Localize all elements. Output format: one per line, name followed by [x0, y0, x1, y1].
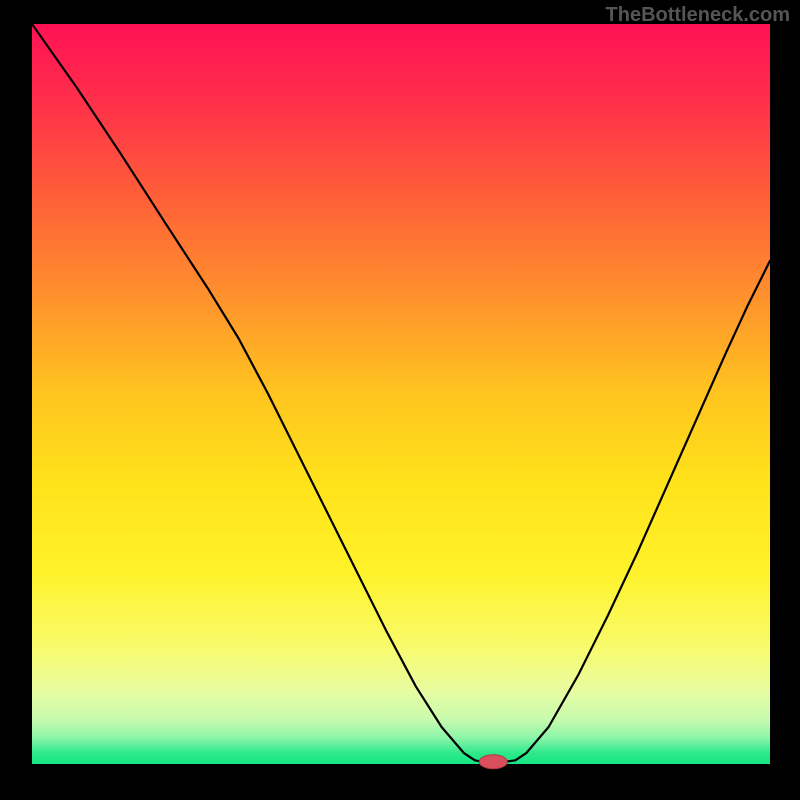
chart-svg: [0, 0, 800, 800]
watermark-text: TheBottleneck.com: [606, 4, 790, 27]
gradient-background: [32, 24, 770, 764]
optimal-point-marker: [479, 755, 507, 769]
chart-canvas: { "meta": { "watermark": "TheBottleneck.…: [0, 0, 800, 800]
